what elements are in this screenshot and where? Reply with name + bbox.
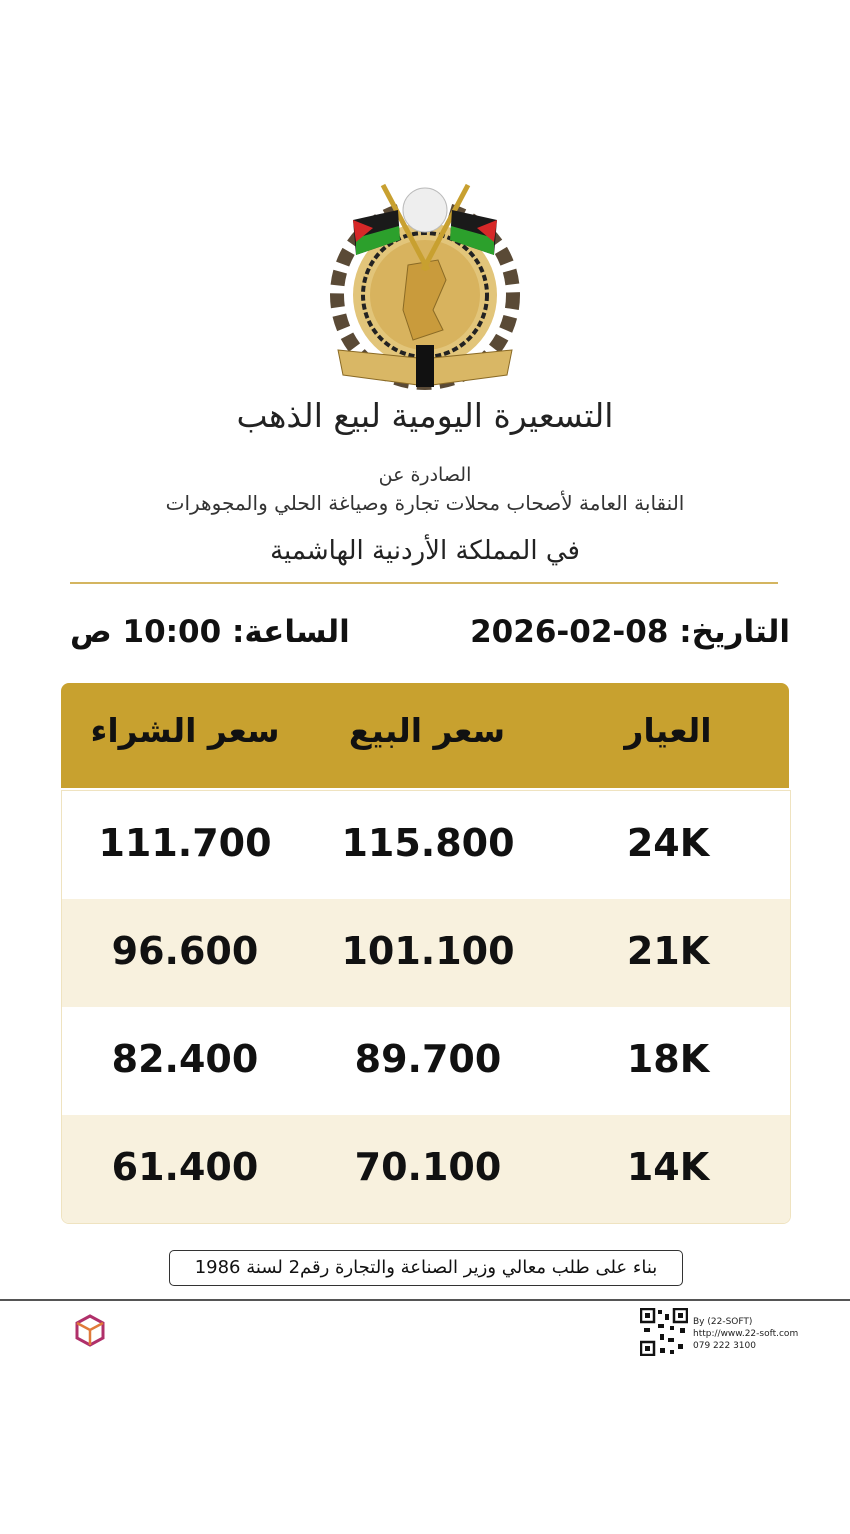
page-title: التسعيرة اليومية لبيع الذهب — [236, 396, 614, 435]
buy-price-cell: 82.400 — [111, 1037, 259, 1081]
sell-price-cell: 115.800 — [341, 821, 515, 865]
buy-price-cell: 111.700 — [98, 821, 272, 865]
date-label: التاريخ: 08-02-2026 — [470, 614, 790, 650]
kingdom-name: في المملكة الأردنية الهاشمية — [270, 536, 580, 566]
buy-price-cell: 61.400 — [111, 1145, 259, 1189]
buy-price-header: سعر الشراء — [90, 711, 280, 750]
karat-cell: 14K — [626, 1145, 710, 1189]
sell-price-cell: 89.700 — [354, 1037, 502, 1081]
table-row: 14K 70.100 61.400 — [62, 1115, 790, 1223]
credit-phone: 079 222 3100 — [693, 1341, 756, 1351]
sell-price-cell: 101.100 — [341, 929, 515, 973]
divider — [70, 582, 778, 584]
22-soft-logo-icon — [75, 1314, 105, 1347]
sell-price-header: سعر البيع — [348, 711, 506, 750]
developer-credit: By (22-SOFT) http://www.22-soft.com 079 … — [693, 1316, 798, 1352]
union-emblem-icon — [330, 183, 520, 390]
qr-code-icon[interactable] — [640, 1308, 688, 1356]
price-table-header: العيار سعر البيع سعر الشراء — [61, 683, 789, 788]
issued-by-label: الصادرة عن — [378, 464, 472, 486]
buy-price-cell: 96.600 — [111, 929, 259, 973]
credit-by: By (22-SOFT) — [693, 1317, 753, 1327]
karat-cell: 18K — [626, 1037, 710, 1081]
sell-price-cell: 70.100 — [354, 1145, 502, 1189]
price-table-body: 24K 115.800 111.700 21K 101.100 96.600 1… — [61, 790, 791, 1224]
table-row: 18K 89.700 82.400 — [62, 1007, 790, 1115]
union-name: النقابة العامة لأصحاب محلات تجارة وصياغة… — [165, 491, 685, 515]
karat-cell: 21K — [626, 929, 710, 973]
table-row: 24K 115.800 111.700 — [62, 791, 790, 899]
ministry-note: بناء على طلب معالي وزير الصناعة والتجارة… — [169, 1250, 683, 1286]
time-label: الساعة: 10:00 ص — [70, 614, 350, 650]
table-row: 21K 101.100 96.600 — [62, 899, 790, 1007]
credit-url[interactable]: http://www.22-soft.com — [693, 1329, 799, 1339]
karat-header: العيار — [624, 711, 712, 750]
karat-cell: 24K — [626, 821, 710, 865]
footer-divider — [0, 1299, 850, 1301]
